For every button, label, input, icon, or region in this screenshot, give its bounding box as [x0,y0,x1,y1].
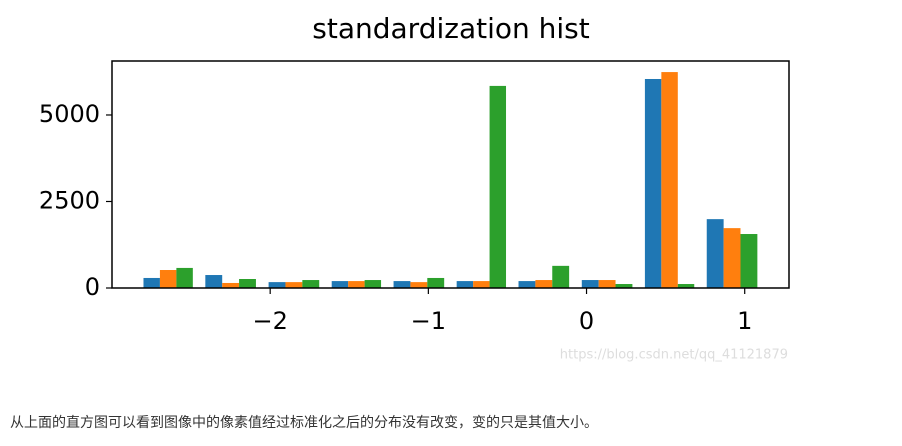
bar [410,282,428,288]
bar [143,277,160,288]
bar [706,219,724,288]
bar [302,280,320,288]
x-tick-label: 1 [737,307,752,335]
bar [740,234,758,288]
bar [268,282,286,288]
caption: 从上面的直方图可以看到图像中的像素值经过标准化之后的分布没有改变，变的只是其值大… [10,415,598,431]
watermark: https://blog.csdn.net/qq_41121879 [560,348,788,363]
x-tick-label: −2 [252,307,287,335]
bar [285,282,303,288]
chart: standardization hist https://blog.csdn.n… [39,12,790,363]
bar [393,281,411,288]
bar [456,281,474,288]
bar [581,280,599,288]
bar [222,282,240,288]
bar [518,281,536,288]
bar [348,281,365,288]
bar [598,280,616,288]
plot-frame [111,60,790,289]
bar [615,284,633,288]
x-tick-label: 0 [579,307,594,335]
chart-title: standardization hist [312,12,589,45]
bar [535,280,553,288]
bar [473,281,490,288]
bar [489,85,507,288]
bar [205,275,223,288]
bar [677,284,695,288]
bar [176,267,193,288]
y-tick-label: 5000 [39,100,100,128]
y-tick-label: 0 [85,273,100,301]
x-tick-label: −1 [411,307,446,335]
bar [159,270,177,288]
bar [364,280,382,288]
bar [644,78,662,289]
bar [723,228,741,288]
bar [427,277,445,288]
bar [552,265,570,288]
bar [661,72,678,288]
bar [239,279,256,288]
bar [331,281,349,288]
y-tick-label: 2500 [39,186,100,214]
